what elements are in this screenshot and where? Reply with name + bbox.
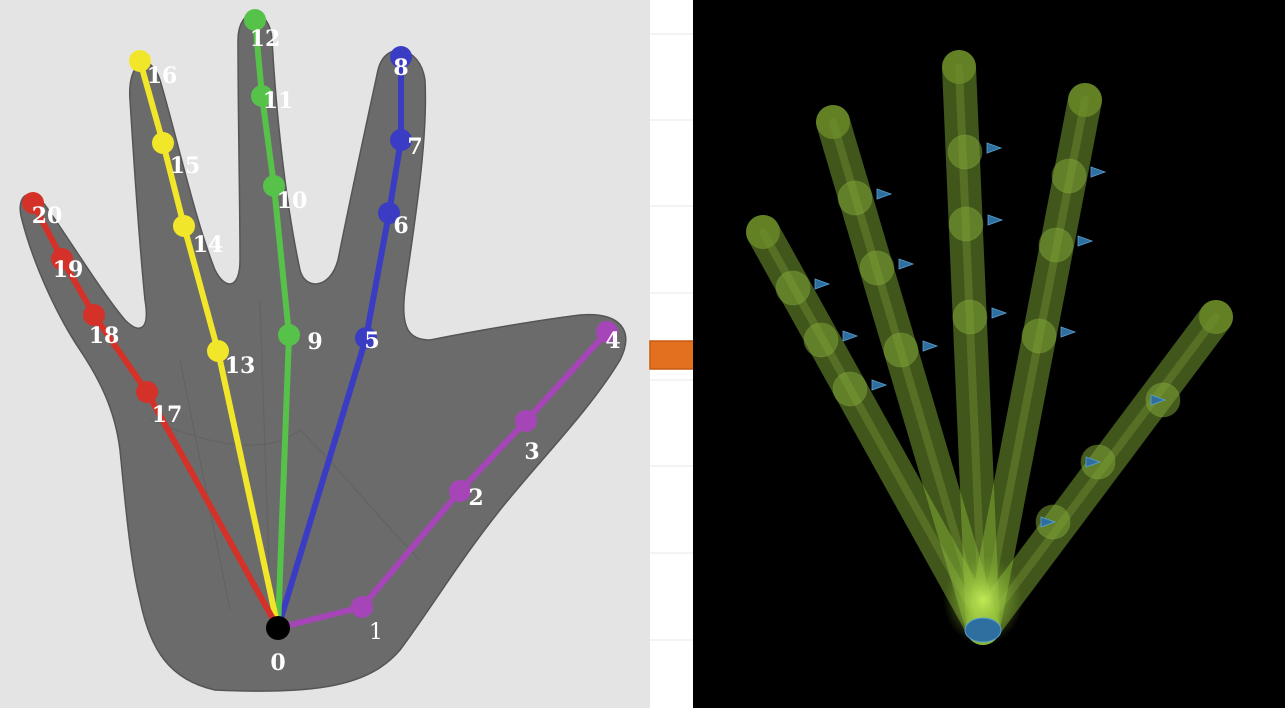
bone-joints <box>746 50 1233 645</box>
wrist-glow <box>943 555 1023 645</box>
keypoint-label-4: 4 <box>605 328 620 354</box>
thumb-joint-marker-3 <box>1040 516 1057 528</box>
keypoint-label-0: 0 <box>270 650 285 676</box>
keypoint-20 <box>22 192 44 214</box>
keypoint-label-8: 8 <box>393 55 408 81</box>
keypoint-16 <box>129 50 151 72</box>
keypoint-15 <box>152 132 174 154</box>
keypoint-1 <box>351 596 373 618</box>
keypoint-label-11: 11 <box>263 88 294 114</box>
pinky-joint-marker-2 <box>842 330 859 342</box>
index-joint-marker-2 <box>1077 235 1094 247</box>
keypoint-label-9: 9 <box>307 329 322 355</box>
index-joint-1 <box>1051 158 1087 194</box>
keypoint-label-7: 7 <box>407 134 422 160</box>
middle-joint-1 <box>947 134 983 170</box>
index-joint-marker-3 <box>1060 326 1077 338</box>
keypoint-label-5: 5 <box>364 328 379 354</box>
ring-tip-joint <box>816 105 850 139</box>
pinky-joint-3 <box>832 371 868 407</box>
pinky-tip-joint <box>746 215 780 249</box>
middle-joint-marker-3 <box>991 307 1008 319</box>
ring-joint-marker-1 <box>876 188 893 200</box>
middle-tip-joint <box>942 50 976 84</box>
keypoint-label-2: 2 <box>468 485 483 511</box>
index-tip-joint <box>1068 83 1102 117</box>
keypoint-19 <box>51 248 73 270</box>
keypoint-label-20: 20 <box>32 203 63 229</box>
ring-joint-1 <box>837 180 873 216</box>
keypoint-label-6: 6 <box>393 213 408 239</box>
wrist-joint <box>964 617 1002 643</box>
ring-joint-3 <box>883 332 919 368</box>
ring-joint-2 <box>859 250 895 286</box>
middle-joint-marker-1 <box>986 142 1003 154</box>
keypoint-14 <box>173 215 195 237</box>
keypoint-2 <box>449 480 471 502</box>
middle-joint-marker-2 <box>987 214 1004 226</box>
index-joint-3 <box>1021 318 1057 354</box>
keypoint-6 <box>378 202 400 224</box>
keypoint-label-13: 13 <box>225 353 256 379</box>
keypoint-4 <box>596 321 618 343</box>
keypoint-label-12: 12 <box>250 26 281 52</box>
ring-joint-marker-2 <box>898 258 915 270</box>
keypoint-label-16: 16 <box>147 63 178 89</box>
keypoint-11 <box>251 85 273 107</box>
keypoint-label-14: 14 <box>193 232 224 258</box>
pinky-joint-1 <box>775 270 811 306</box>
pinky-joint-2 <box>803 322 839 358</box>
keypoint-9 <box>278 324 300 346</box>
middle-joint-3 <box>952 299 988 335</box>
index-joint-marker-1 <box>1090 166 1107 178</box>
hand-3d-bone-model <box>693 0 1285 708</box>
joint-markers <box>814 142 1167 528</box>
grid-lines <box>650 33 695 641</box>
thumb-joint-marker-1 <box>1150 394 1167 406</box>
keypoint-label-3: 3 <box>524 439 539 465</box>
keypoint-label-15: 15 <box>170 153 201 179</box>
skeleton-points <box>22 9 618 640</box>
keypoint-label-1: 1 <box>369 620 383 645</box>
keypoint-10 <box>263 175 285 197</box>
keypoint-12 <box>244 9 266 31</box>
keypoint-label-18: 18 <box>89 323 120 349</box>
keypoint-7 <box>390 129 412 151</box>
index-joint-2 <box>1038 227 1074 263</box>
keypoint-13 <box>207 340 229 362</box>
keypoint-18 <box>83 304 105 326</box>
keypoint-8 <box>390 46 412 68</box>
pinky-joint-marker-1 <box>814 278 831 290</box>
thumb-joint-marker-2 <box>1085 456 1102 468</box>
keypoint-17 <box>136 381 158 403</box>
middle-joint-2 <box>948 206 984 242</box>
keypoint-label-17: 17 <box>152 402 183 428</box>
keypoint-3 <box>515 410 537 432</box>
ring-joint-marker-3 <box>922 340 939 352</box>
keypoint-5 <box>355 327 377 349</box>
keypoint-label-19: 19 <box>53 257 84 283</box>
thumb-tip-joint <box>1199 300 1233 334</box>
keypoint-0 <box>266 616 290 640</box>
pinky-joint-marker-3 <box>871 379 888 391</box>
keypoint-label-10: 10 <box>277 188 308 214</box>
